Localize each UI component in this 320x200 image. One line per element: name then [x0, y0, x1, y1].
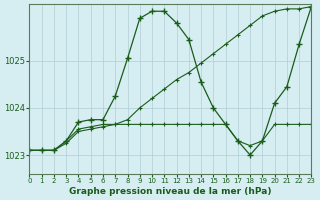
X-axis label: Graphe pression niveau de la mer (hPa): Graphe pression niveau de la mer (hPa)	[69, 187, 272, 196]
